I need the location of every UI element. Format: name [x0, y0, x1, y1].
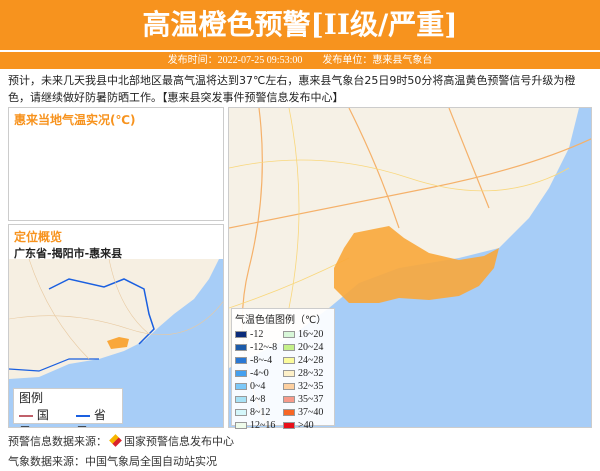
legend-item: 35~37 — [283, 393, 331, 405]
legend-item: -12~-8 — [235, 341, 283, 353]
legend-label: -12~-8 — [250, 341, 278, 353]
legend-swatch — [235, 395, 247, 403]
legend-label: 4~8 — [250, 393, 266, 405]
legend-item: -8~-4 — [235, 354, 283, 366]
temperature-panel: 惠来当地气温实况(℃) — [8, 107, 224, 221]
warning-source-name[interactable]: 国家预警信息发布中心 — [124, 435, 234, 448]
legend-label: -8~-4 — [250, 354, 273, 366]
legend-item: >40 — [283, 419, 331, 431]
legend-swatch — [235, 343, 247, 351]
location-panel: 定位概览 广东省-揭阳市-惠来县 图例 国界 省界 — [8, 224, 224, 428]
warning-description: 预计，未来几天我县中北部地区最高气温将达到37℃左右，惠来县气象台25日9时50… — [8, 74, 576, 104]
legend-item: 24~28 — [283, 354, 331, 366]
warning-center-logo-icon — [109, 434, 122, 447]
legend-swatch — [235, 382, 247, 390]
legend-swatch — [235, 421, 247, 429]
publisher: 发布单位：惠来县气象台 — [322, 55, 433, 66]
legend-swatch — [235, 356, 247, 364]
map-legend: 图例 国界 省界 — [13, 388, 123, 427]
legend-item: 32~35 — [283, 380, 331, 392]
legend-national-border: 国界 — [19, 406, 60, 427]
legend-item: 8~12 — [235, 406, 283, 418]
warning-source: 预警信息数据来源： 国家预警信息发布中心 — [8, 434, 234, 448]
publish-info: 发布时间：2022-07-25 09:53:00 发布单位：惠来县气象台 — [0, 52, 600, 69]
legend-swatch — [283, 369, 295, 377]
legend-swatch — [283, 330, 295, 338]
legend-label: >40 — [298, 419, 314, 431]
legend-label: 8~12 — [250, 406, 271, 418]
legend-item: 37~40 — [283, 406, 331, 418]
legend-swatch — [283, 382, 295, 390]
legend-swatch — [283, 343, 295, 351]
temperature-panel-title: 惠来当地气温实况(℃) — [14, 113, 136, 127]
legend-item: 0~4 — [235, 380, 283, 392]
publish-time: 发布时间：2022-07-25 09:53:00 — [167, 55, 303, 66]
legend-swatch — [283, 356, 295, 364]
legend-swatch — [283, 408, 295, 416]
legend-label: 24~28 — [298, 354, 324, 366]
legend-item: 16~20 — [283, 328, 331, 340]
legend-label: 16~20 — [298, 328, 324, 340]
legend-item: 28~32 — [283, 367, 331, 379]
legend-label: 37~40 — [298, 406, 324, 418]
legend-swatch — [235, 408, 247, 416]
legend-province-border: 省界 — [76, 406, 117, 427]
legend-swatch — [283, 421, 295, 429]
location-path: 广东省-揭阳市-惠来县 — [14, 247, 123, 260]
location-title: 定位概览 — [14, 230, 63, 244]
page-title: 高温橙色预警[II级/严重] — [0, 0, 600, 50]
legend-label: 32~35 — [298, 380, 324, 392]
temperature-color-legend: 气温色值图例（℃） -12 16~20 -12~-8 20~24 -8~-4 24~28 -… — [231, 308, 335, 431]
legend-label: 28~32 — [298, 367, 324, 379]
legend-label: -12 — [250, 328, 264, 340]
legend-label: 35~37 — [298, 393, 324, 405]
legend-swatch — [283, 395, 295, 403]
legend-label: 12~16 — [250, 419, 276, 431]
legend-item: 4~8 — [235, 393, 283, 405]
legend-item: 12~16 — [235, 419, 283, 431]
legend-label: 20~24 — [298, 341, 324, 353]
weather-source: 气象数据来源：中国气象局全国自动站实况 — [8, 455, 217, 468]
legend-label: 0~4 — [250, 380, 266, 392]
legend-item: -12 — [235, 328, 283, 340]
temperature-legend-title: 气温色值图例（℃） — [235, 315, 327, 326]
legend-swatch — [235, 369, 247, 377]
legend-item: -4~0 — [235, 367, 283, 379]
legend-swatch — [235, 330, 247, 338]
legend-label: -4~0 — [250, 367, 269, 379]
map-legend-title: 图例 — [19, 391, 44, 405]
legend-item: 20~24 — [283, 341, 331, 353]
